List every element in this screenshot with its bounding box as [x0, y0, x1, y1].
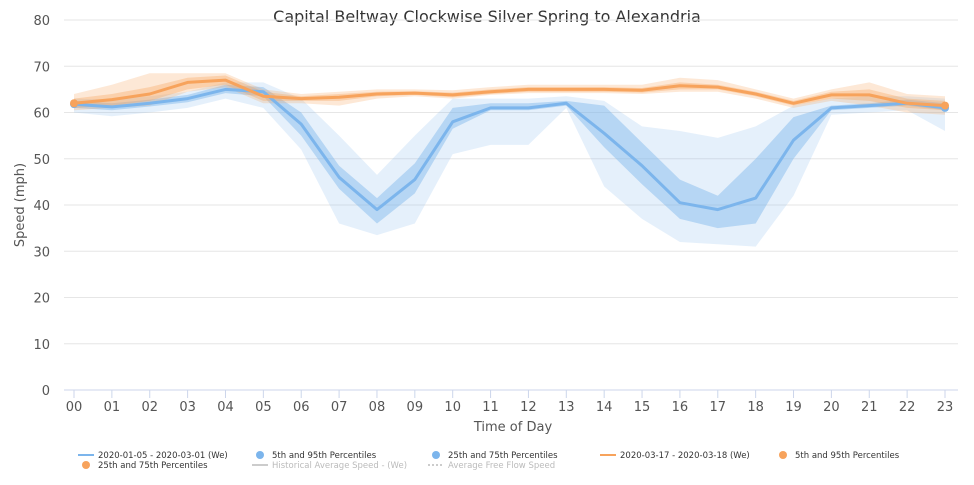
legend-item[interactable]: 5th and 95th Percentiles: [779, 451, 900, 461]
legend-label: Historical Average Speed - (We): [272, 461, 407, 471]
legend-item[interactable]: 2020-03-17 - 2020-03-18 (We): [600, 451, 750, 461]
legend-item[interactable]: Historical Average Speed - (We): [252, 461, 407, 471]
y-tick-label: 80: [33, 14, 50, 29]
legend-label: 5th and 95th Percentiles: [795, 451, 900, 461]
x-tick-label: 12: [520, 400, 537, 415]
x-tick-label: 19: [785, 400, 802, 415]
band-25-75-series-2: [74, 75, 945, 111]
legend-label: 25th and 75th Percentiles: [98, 461, 208, 471]
x-tick-label: 21: [861, 400, 878, 415]
legend-label: Average Free Flow Speed: [448, 461, 555, 471]
x-tick-label: 22: [899, 400, 916, 415]
x-tick-label: 01: [104, 400, 121, 415]
legend-label: 25th and 75th Percentiles: [448, 451, 558, 461]
legend-label: 5th and 95th Percentiles: [272, 451, 377, 461]
x-tick-label: 06: [293, 400, 310, 415]
x-tick-label: 03: [179, 400, 196, 415]
legend: 2020-01-05 - 2020-03-01 (We) 5th and 95th…: [78, 451, 900, 471]
legend-dot-symbol: [82, 461, 90, 469]
series-points: [70, 99, 949, 112]
x-tick-label: 17: [710, 400, 727, 415]
series-line-2: [73, 78, 946, 108]
series-lines: [73, 78, 946, 212]
x-tick-label: 10: [444, 400, 461, 415]
x-tick-label: 14: [596, 400, 613, 415]
x-tick-label: 16: [672, 400, 689, 415]
x-tick-label: 15: [634, 400, 651, 415]
x-tick-label: 02: [141, 400, 158, 415]
y-tick-label: 30: [33, 245, 50, 260]
chart-title: Capital Beltway Clockwise Silver Spring …: [273, 7, 701, 26]
legend-dot-symbol: [779, 451, 787, 459]
grid-lines: [64, 19, 958, 345]
y-tick-label: 20: [33, 292, 50, 307]
x-tick-label: 08: [369, 400, 386, 415]
band-5-95-series-2: [74, 73, 945, 115]
y-tick-label: 70: [33, 60, 50, 75]
y-tick-label: 50: [33, 153, 50, 168]
x-tick-label: 20: [823, 400, 840, 415]
x-tick-label: 07: [331, 400, 348, 415]
x-tick-label: 05: [255, 400, 272, 415]
x-tick-label: 13: [558, 400, 575, 415]
legend-dot-symbol: [432, 451, 440, 459]
x-tick-label: 04: [217, 400, 234, 415]
y-tick-label: 0: [42, 384, 50, 399]
x-tick-label: 09: [407, 400, 424, 415]
y-tick-label: 60: [33, 107, 50, 122]
y-tick-label: 40: [33, 199, 50, 214]
legend-item[interactable]: Average Free Flow Speed: [428, 461, 555, 471]
legend-dot-symbol: [256, 451, 264, 459]
legend-item[interactable]: 2020-01-05 - 2020-03-01 (We): [78, 451, 228, 461]
legend-label: 2020-01-05 - 2020-03-01 (We): [98, 451, 228, 461]
x-tick-label: 23: [937, 400, 954, 415]
legend-label: 2020-03-17 - 2020-03-18 (We): [620, 451, 750, 461]
series-line-1: [73, 87, 946, 212]
series-2-point: [941, 101, 949, 110]
y-tick-label: 10: [33, 338, 50, 353]
legend-item[interactable]: 25th and 75th Percentiles: [82, 461, 208, 471]
legend-item[interactable]: 25th and 75th Percentiles: [432, 451, 558, 461]
x-axis: 00 01 02 03 04 05 06 07 08 09 10 11 12 13 14 15 16 17 18 19…: [64, 389, 958, 415]
y-axis-label: Speed (mph): [13, 163, 28, 247]
y-axis: 0 10 20 30 40 50 60 70 80: [33, 14, 50, 399]
series-2-point: [70, 99, 78, 108]
legend-item[interactable]: 5th and 95th Percentiles: [256, 451, 377, 461]
x-tick-label: 00: [66, 400, 83, 415]
x-tick-label: 11: [482, 400, 499, 415]
x-tick-label: 18: [747, 400, 764, 415]
band-25-75-series-1: [74, 84, 945, 229]
x-axis-label: Time of Day: [473, 420, 553, 435]
